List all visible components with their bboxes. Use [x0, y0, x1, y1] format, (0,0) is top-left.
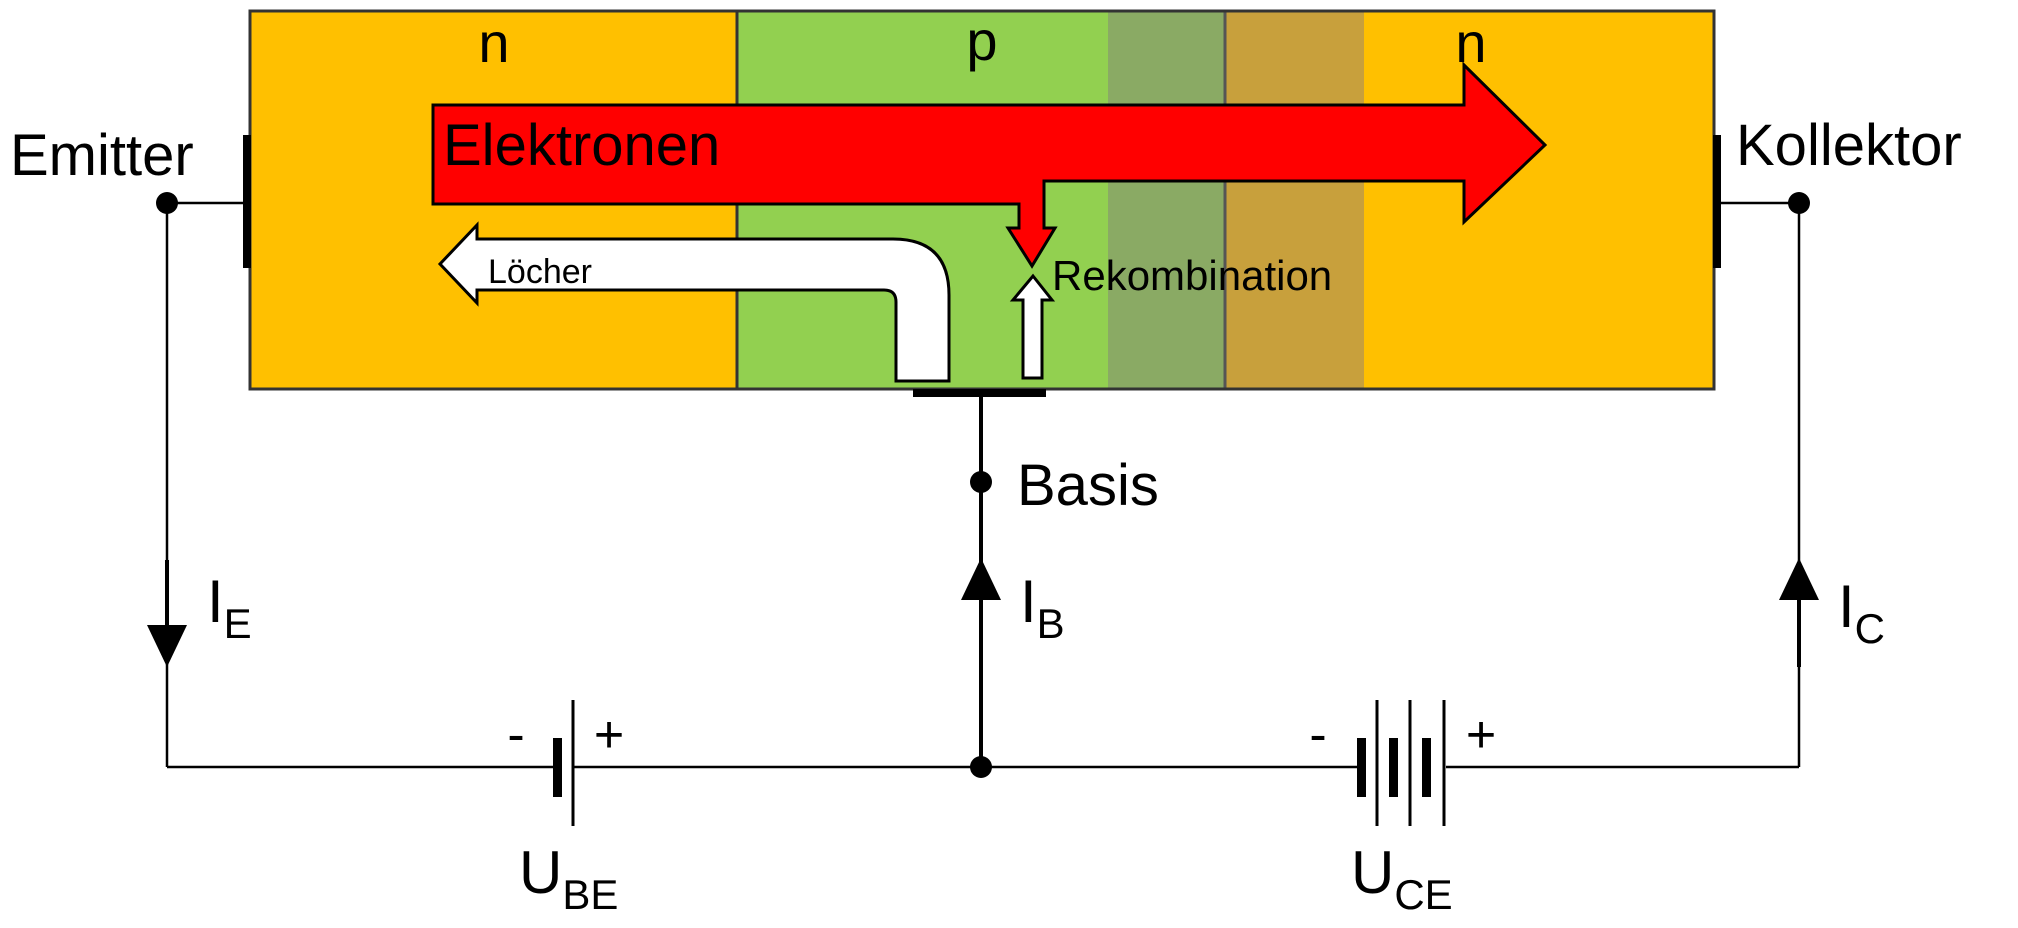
ground-junction-dot — [970, 756, 992, 778]
ube-plus-sign: + — [594, 706, 624, 764]
circuit-wires — [165, 201, 1801, 769]
base-region-label: p — [966, 9, 997, 72]
uce-cell-2-negative — [1389, 738, 1398, 797]
collector-current-arrow — [1779, 558, 1819, 600]
uce-minus-sign: - — [1309, 706, 1326, 764]
base-current-arrow — [961, 558, 1001, 600]
electron-arrow — [431, 61, 1548, 269]
uce-label: UCE — [1351, 839, 1453, 918]
base-current-label: IB — [1020, 568, 1065, 647]
collector-current-label: IC — [1838, 573, 1885, 652]
recombination-up-arrow — [1009, 273, 1056, 380]
ube-source: - + UBE — [507, 700, 624, 918]
ube-negative-plate — [553, 738, 562, 797]
emitter-contact — [243, 135, 251, 268]
collector-terminal-label: Kollektor — [1736, 113, 1962, 178]
semiconductor-body: n p n — [248, 9, 1716, 391]
base-depletion-zone — [1108, 11, 1224, 389]
emitter-region-label: n — [478, 11, 509, 74]
hole-flow: Löcher — [437, 221, 951, 383]
electron-label: Elektronen — [443, 113, 720, 178]
base-terminal-label: Basis — [1017, 453, 1159, 518]
collector-region-label: n — [1455, 11, 1486, 74]
emitter-current: IE — [147, 560, 252, 667]
uce-source: - + UCE — [1309, 700, 1496, 918]
base-terminal-dot — [970, 471, 992, 493]
collector-contact — [1713, 135, 1721, 268]
electron-flow: Elektronen — [431, 61, 1548, 269]
hole-arrow — [437, 221, 951, 383]
collector-current: IC — [1779, 558, 1885, 667]
ube-minus-sign: - — [507, 706, 524, 764]
emitter-terminal-label: Emitter — [10, 123, 194, 188]
hole-label: Löcher — [488, 253, 592, 291]
emitter-terminal-dot — [156, 192, 178, 214]
uce-cell-1-negative — [1357, 738, 1366, 797]
emitter-current-arrow — [147, 625, 187, 667]
emitter-current-label: IE — [207, 568, 252, 647]
uce-plus-sign: + — [1466, 706, 1496, 764]
collector-n-region — [1364, 11, 1714, 389]
recombination-label: Rekombination — [1052, 252, 1332, 299]
collector-depletion-zone — [1224, 11, 1364, 389]
uce-cell-3-negative — [1422, 738, 1431, 797]
recombination: Rekombination — [1009, 252, 1332, 380]
base-contact — [913, 389, 1046, 397]
base-current: IB — [961, 558, 1065, 667]
ube-label: UBE — [519, 839, 618, 918]
collector-terminal-dot — [1788, 192, 1810, 214]
